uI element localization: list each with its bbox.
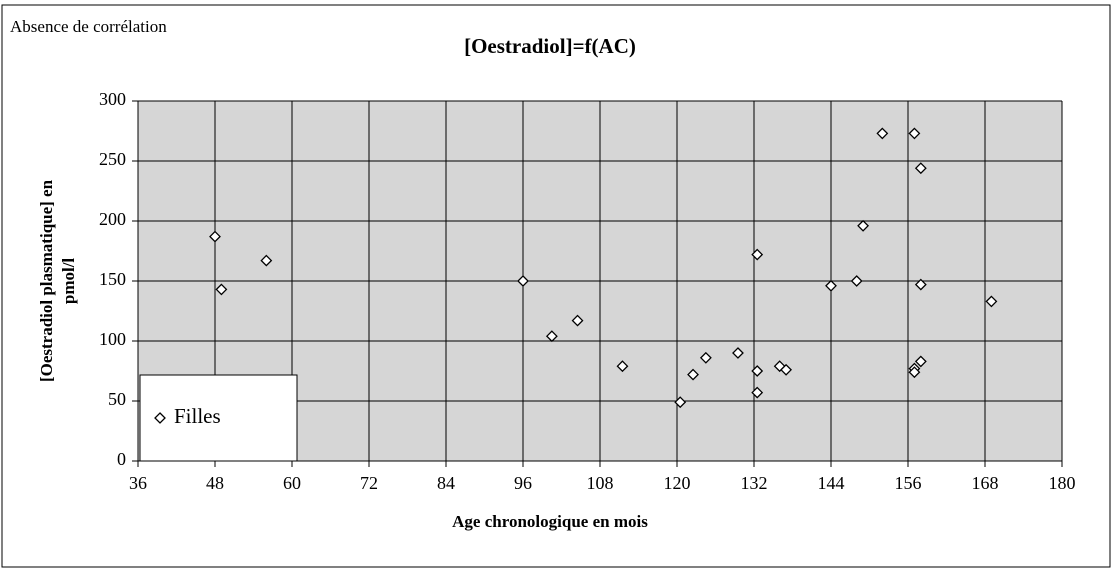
point: [209, 230, 221, 243]
legend-label: Filles: [174, 404, 221, 428]
point: [850, 275, 863, 287]
x-tick-label: 144: [818, 473, 845, 493]
point: [876, 127, 889, 140]
point: [773, 360, 786, 373]
x-tick-label: 48: [206, 473, 224, 493]
chart-title: [Oestradiol]=f(AC): [464, 34, 636, 58]
x-tick-label: 60: [283, 473, 301, 493]
point: [914, 355, 927, 368]
point: [914, 162, 927, 175]
point: [517, 275, 529, 287]
point: [215, 283, 228, 296]
point: [914, 278, 927, 291]
point: [545, 330, 558, 343]
point: [751, 248, 764, 261]
legend: Filles: [139, 374, 298, 462]
y-tick-label: 0: [117, 449, 126, 469]
point: [616, 360, 629, 373]
y-tick-label: 250: [99, 149, 126, 169]
x-tick-label: 120: [664, 473, 691, 493]
point: [751, 386, 764, 399]
x-tick-label: 108: [587, 473, 614, 493]
point: [260, 254, 273, 267]
legend-box: [139, 374, 298, 462]
x-tick-label: 36: [129, 473, 147, 493]
y-tick-label: 100: [99, 329, 126, 349]
point: [751, 365, 764, 377]
x-tick-label: 180: [1049, 473, 1076, 493]
point: [571, 314, 584, 327]
y-axis-label: [Oestradiol plasmatique] en pmol/l: [37, 179, 78, 382]
x-tick-label: 96: [514, 473, 532, 493]
y-tick-label: 50: [108, 389, 126, 409]
y-tick-label: 150: [99, 269, 126, 289]
point: [908, 127, 921, 140]
x-tick-label: 72: [360, 473, 378, 493]
y-axis-label-line: [Oestradiol plasmatique] en: [37, 179, 56, 382]
point: [732, 347, 744, 359]
point: [857, 219, 870, 232]
x-axis-label: Age chronologique en mois: [452, 512, 648, 531]
x-tick-label: 132: [741, 473, 768, 493]
point: [908, 366, 921, 379]
point: [687, 368, 699, 381]
point: [825, 279, 837, 292]
y-tick-label: 200: [99, 209, 126, 229]
legend-marker: [154, 412, 166, 424]
y-tick-label: 300: [99, 89, 126, 109]
y-axis-label-line: pmol/l: [59, 258, 78, 305]
x-tick-label: 84: [437, 473, 455, 493]
x-tick-label: 168: [972, 473, 999, 493]
point: [985, 295, 998, 308]
point: [780, 363, 793, 376]
point: [674, 396, 687, 409]
point: [699, 351, 712, 364]
x-tick-label: 156: [895, 473, 922, 493]
annotation: Absence de corrélation: [10, 17, 167, 36]
